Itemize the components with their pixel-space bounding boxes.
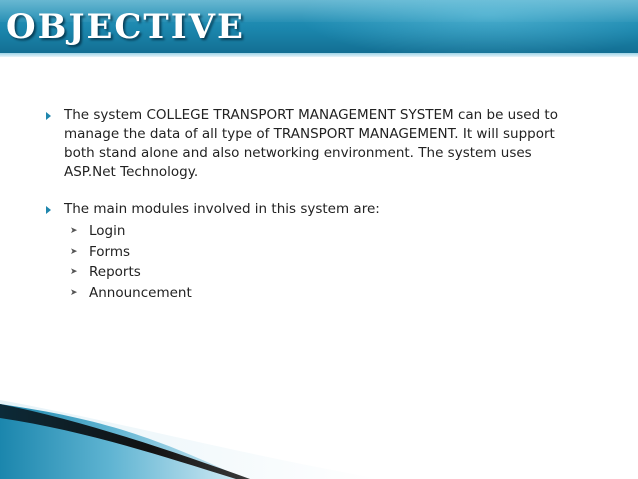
list-item: ➤ Reports — [64, 262, 584, 283]
module-label: Login — [89, 223, 126, 239]
bullet-item-modules: The main modules involved in this system… — [44, 200, 584, 303]
header-swoosh — [298, 0, 638, 53]
chevron-right-icon: ➤ — [70, 287, 78, 298]
bullet-item-objective: The system COLLEGE TRANSPORT MANAGEMENT … — [44, 106, 584, 182]
list-item: ➤ Login — [64, 221, 584, 242]
bullet-text: The system COLLEGE TRANSPORT MANAGEMENT … — [64, 107, 558, 180]
chevron-right-icon: ➤ — [70, 226, 78, 236]
list-item: ➤ Forms — [64, 242, 584, 263]
chevron-right-icon: ➤ — [70, 246, 78, 257]
slide-title: OBJECTIVE — [6, 7, 245, 47]
triangle-right-icon — [46, 206, 51, 214]
chevron-right-icon: ➤ — [70, 267, 78, 277]
slide-content: The system COLLEGE TRANSPORT MANAGEMENT … — [44, 106, 584, 303]
triangle-right-icon — [46, 112, 51, 120]
module-label: Announcement — [89, 284, 192, 301]
header-underline — [0, 53, 638, 57]
dark-band — [0, 404, 250, 479]
decorative-swoosh — [0, 400, 380, 479]
list-item: ➤ Announcement — [64, 283, 584, 304]
slide-header: OBJECTIVE — [0, 0, 638, 53]
bullet-text: The main modules involved in this system… — [64, 201, 380, 217]
module-label: Forms — [89, 243, 131, 260]
module-label: Reports — [89, 264, 141, 280]
header-gloss — [0, 0, 638, 22]
modules-list: ➤ Login ➤ Forms ➤ Reports ➤ Announcement — [64, 221, 584, 303]
